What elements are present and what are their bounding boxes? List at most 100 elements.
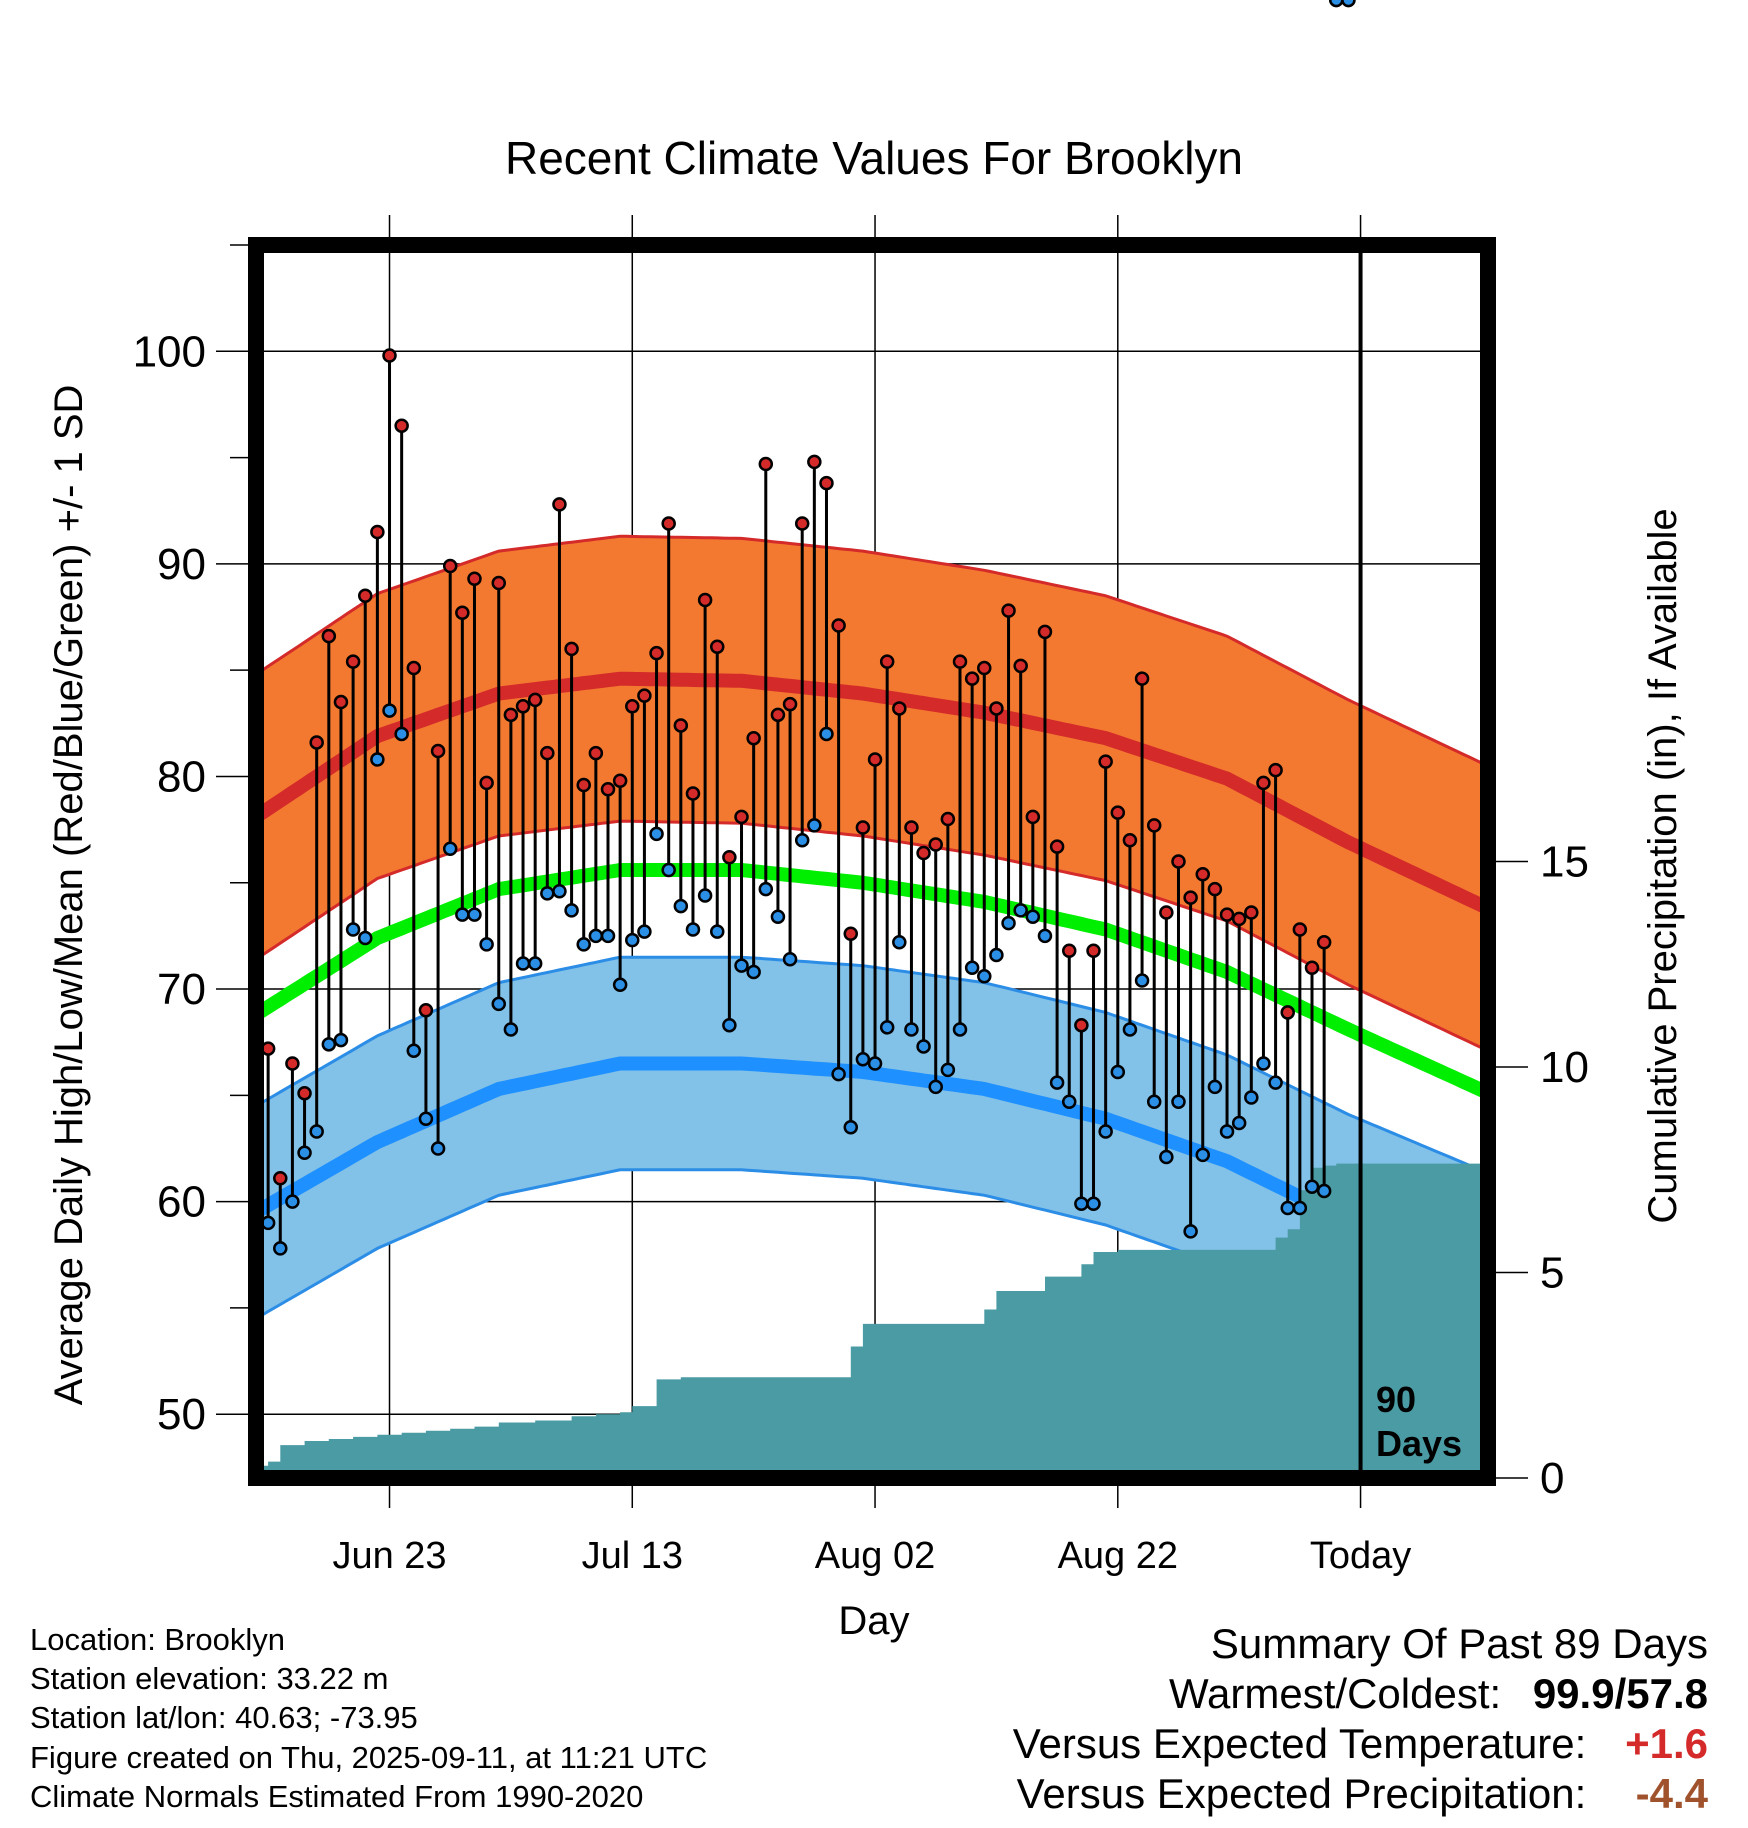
obs-low-point bbox=[491, 996, 507, 1012]
obs-low-point bbox=[1341, 0, 1356, 8]
elevation-text: Station elevation: 33.22 m bbox=[30, 1661, 389, 1696]
obs-low-point bbox=[940, 1062, 956, 1078]
obs-high-point bbox=[661, 516, 676, 531]
obs-high-point bbox=[1159, 905, 1174, 920]
obs-high-point bbox=[503, 707, 519, 723]
obs-high-point bbox=[1280, 1005, 1295, 1020]
obs-high-point bbox=[430, 743, 446, 759]
y-tick-label: 50 bbox=[157, 1390, 206, 1439]
obs-high-point bbox=[540, 745, 555, 761]
obs-low-point bbox=[1086, 1196, 1101, 1212]
obs-high-point bbox=[685, 786, 701, 801]
obs-high-point bbox=[709, 639, 725, 655]
obs-low-point bbox=[382, 703, 397, 718]
obs-low-point bbox=[1329, 0, 1344, 8]
obs-low-point bbox=[1146, 1094, 1162, 1109]
obs-high-point bbox=[406, 660, 422, 676]
obs-high-point bbox=[904, 820, 919, 835]
summary-temp: Versus Expected Temperature: +1.6 bbox=[1013, 1720, 1708, 1768]
obs-low-point bbox=[285, 1194, 300, 1209]
y-tick-label: 70 bbox=[157, 965, 206, 1014]
obs-low-point bbox=[819, 726, 834, 742]
obs-low-point bbox=[1195, 1147, 1211, 1163]
obs-low-point bbox=[782, 952, 798, 967]
obs-low-point bbox=[928, 1079, 943, 1095]
obs-high-point bbox=[977, 660, 992, 676]
x-tick-label: Aug 02 bbox=[815, 1535, 935, 1577]
obs-low-point bbox=[904, 1022, 919, 1037]
obs-high-point bbox=[637, 688, 652, 703]
obs-high-point bbox=[1183, 890, 1198, 905]
cumulative-precip-area bbox=[256, 1163, 1488, 1478]
obs-low-point bbox=[600, 928, 616, 944]
obs-low-point bbox=[1304, 1179, 1320, 1195]
obs-low-point bbox=[552, 884, 567, 899]
obs-low-point bbox=[952, 1022, 968, 1037]
obs-high-point bbox=[1061, 943, 1077, 959]
obs-low-point bbox=[479, 937, 494, 952]
obs-high-point bbox=[491, 575, 507, 591]
obs-high-point bbox=[612, 773, 628, 788]
obs-low-point bbox=[1061, 1094, 1077, 1109]
obs-low-point bbox=[588, 928, 604, 944]
obs-low-point bbox=[394, 726, 409, 742]
obs-high-point bbox=[867, 752, 883, 767]
obs-high-point bbox=[892, 701, 907, 716]
latlon-text: Station lat/lon: 40.63; -73.95 bbox=[30, 1700, 418, 1735]
obs-high-point bbox=[697, 592, 713, 608]
obs-low-point bbox=[503, 1022, 519, 1037]
obs-low-point bbox=[685, 922, 701, 937]
obs-high-point bbox=[940, 811, 956, 827]
obs-low-point bbox=[370, 752, 385, 767]
precip-deviation-value: -4.4 bbox=[1635, 1770, 1708, 1817]
obs-low-point bbox=[1098, 1124, 1113, 1139]
obs-high-point bbox=[370, 524, 385, 540]
temp-label: Versus Expected Temperature: bbox=[1012, 1720, 1587, 1767]
obs-high-point bbox=[1001, 603, 1016, 618]
warmest-value: 99.9 bbox=[1532, 1670, 1615, 1717]
obs-high-point bbox=[734, 809, 749, 825]
obs-low-point bbox=[831, 1066, 846, 1082]
obs-low-point bbox=[1159, 1149, 1174, 1165]
obs-high-point bbox=[479, 775, 494, 791]
axes: 50 60 70 80 90 100 0 5 10 15 Jun 23 Jul 13 Aug 02 Aug… bbox=[133, 215, 1589, 1577]
obs-low-point bbox=[1280, 1200, 1295, 1216]
obs-high-point bbox=[722, 849, 737, 865]
obs-high-point bbox=[989, 701, 1004, 716]
y-tick-label: 60 bbox=[157, 1178, 206, 1227]
obs-low-point bbox=[1049, 1075, 1065, 1090]
obs-low-point bbox=[1316, 1183, 1332, 1199]
obs-low-point bbox=[612, 977, 628, 993]
obs-low-point bbox=[1013, 903, 1028, 918]
obs-high-point bbox=[794, 516, 810, 531]
y2-tick-label: 0 bbox=[1540, 1454, 1564, 1503]
obs-low-point bbox=[321, 1037, 337, 1052]
obs-low-point bbox=[722, 1017, 737, 1033]
obs-low-point bbox=[1074, 1196, 1089, 1212]
obs-low-point bbox=[345, 922, 361, 937]
x-tick-label: Today bbox=[1310, 1535, 1411, 1577]
obs-high-point bbox=[819, 475, 834, 491]
obs-low-point bbox=[442, 841, 458, 856]
obs-low-point bbox=[709, 924, 725, 939]
obs-low-point bbox=[1207, 1079, 1223, 1095]
obs-high-point bbox=[527, 692, 543, 708]
y-tick-label: 80 bbox=[157, 752, 206, 801]
obs-high-point bbox=[588, 745, 604, 761]
obs-low-point bbox=[637, 924, 652, 939]
obs-high-point bbox=[285, 1056, 300, 1071]
obs-high-point bbox=[1316, 935, 1332, 950]
x-tick-label: Aug 22 bbox=[1058, 1535, 1178, 1577]
obs-high-point bbox=[1304, 960, 1320, 976]
obs-low-point bbox=[843, 1119, 859, 1135]
obs-high-point bbox=[442, 558, 458, 574]
y2-tick-label: 5 bbox=[1540, 1249, 1564, 1298]
obs-high-point bbox=[1074, 1017, 1089, 1033]
precip-label: Versus Expected Precipitation: bbox=[1016, 1770, 1587, 1817]
y2-tick-label: 10 bbox=[1540, 1043, 1589, 1092]
obs-low-point bbox=[540, 886, 555, 901]
obs-low-point bbox=[977, 969, 992, 984]
y-tick-label: 100 bbox=[133, 327, 206, 376]
y2-tick-label: 15 bbox=[1540, 838, 1589, 887]
obs-high-point bbox=[1025, 809, 1041, 825]
